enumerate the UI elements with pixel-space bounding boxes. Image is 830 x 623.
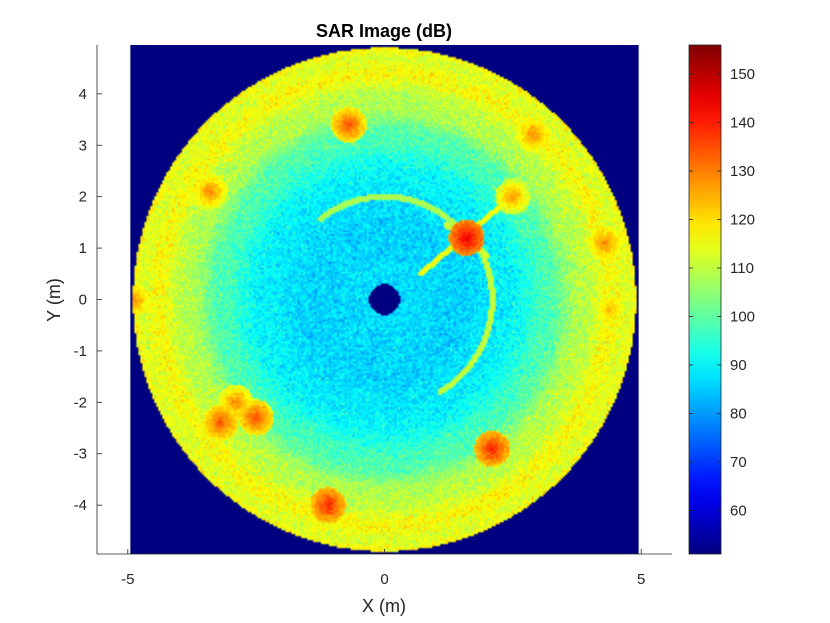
y-axis-label: Y (m) xyxy=(44,278,64,322)
colorbar xyxy=(689,45,721,554)
colorbar-tick-label: 90 xyxy=(730,357,747,374)
y-tick-label: -3 xyxy=(74,446,87,463)
colorbar-tick-label: 150 xyxy=(730,66,755,83)
colorbar-tick-label: 80 xyxy=(730,405,747,422)
y-tick-label: -4 xyxy=(74,497,87,514)
x-axis-ticks: -5 0 5 xyxy=(121,549,645,588)
x-tick-label: -5 xyxy=(121,571,134,588)
y-tick-label: -2 xyxy=(74,394,87,411)
chart-title: SAR Image (dB) xyxy=(316,21,452,41)
y-tick-label: 0 xyxy=(79,292,87,309)
x-tick-label: 0 xyxy=(380,571,388,588)
colorbar-tick-label: 100 xyxy=(730,308,755,325)
x-axis-label: X (m) xyxy=(362,596,406,616)
x-tick-label: 5 xyxy=(637,571,645,588)
y-tick-label: 3 xyxy=(79,137,87,154)
sar-heatmap-image xyxy=(130,45,639,554)
y-axis-ticks: 4 3 2 1 0 -1 -2 -3 -4 xyxy=(74,86,102,514)
colorbar-ticks: 150 140 130 120 110 100 90 80 70 60 xyxy=(689,66,755,519)
colorbar-tick-label: 70 xyxy=(730,454,747,471)
colorbar-tick-label: 130 xyxy=(730,163,755,180)
y-tick-label: 1 xyxy=(79,240,87,257)
y-tick-label: -1 xyxy=(74,343,87,360)
colorbar-tick-label: 140 xyxy=(730,115,755,132)
y-tick-label: 4 xyxy=(79,86,87,103)
y-tick-label: 2 xyxy=(79,189,87,206)
colorbar-frame xyxy=(688,44,722,555)
colorbar-tick-label: 110 xyxy=(730,260,754,277)
colorbar-tick-label: 60 xyxy=(730,502,747,519)
colorbar-tick-label: 120 xyxy=(730,212,755,229)
